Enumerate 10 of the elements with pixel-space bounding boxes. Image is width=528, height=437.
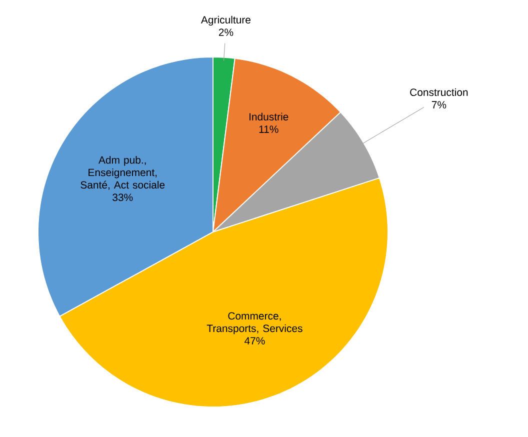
data-label: 33% (112, 194, 133, 202)
data-label: 11% (259, 126, 278, 133)
slice-label: Construction (410, 88, 468, 96)
slice-label: Agriculture (200, 16, 250, 26)
slice-label: Adm pub., Enseignement, Santé, Act sociale (80, 156, 165, 190)
slice-label: Industrie (250, 112, 288, 120)
slice-label: Commerce, Transports, Services (206, 312, 302, 334)
data-label: 7% (432, 101, 446, 108)
data-label: 47% (244, 337, 265, 344)
data-label: 2% (218, 28, 234, 36)
